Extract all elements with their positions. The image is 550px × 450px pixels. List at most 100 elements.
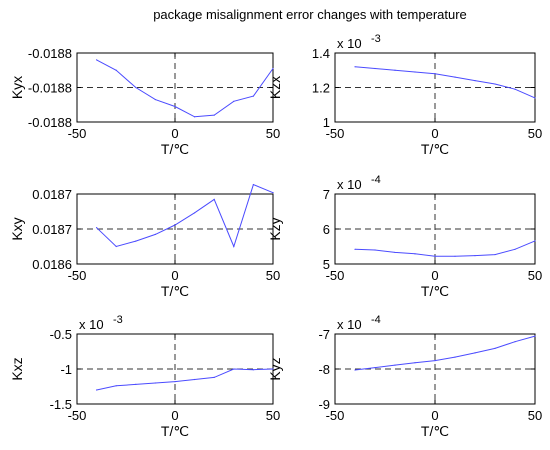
data-point [233,368,235,370]
axis-multiplier-exponent: -4 [371,174,381,186]
chart-panel-kyz: -50 0 50 -9 -8 -7 T/℃ Kyz x 10 -4 [267,314,542,439]
data-point [213,376,215,378]
data-point [115,385,117,387]
x-tick-label: -50 [68,268,87,283]
data-point [454,255,456,257]
data-point [252,369,254,371]
y-tick-label: -0.0188 [28,81,72,96]
series-line [96,59,274,118]
x-tick-label: 0 [171,126,178,141]
data-point [374,67,376,70]
data-point [194,212,196,214]
y-axis-label: Kxz [9,357,25,380]
data-point [354,248,356,250]
x-tick-label: 0 [431,268,438,283]
data-point [434,255,436,257]
data-point [474,255,476,257]
data-point [434,73,436,75]
data-point [534,97,536,99]
chart-panel-kzx: -50 0 50 1 1.2 1.4 T/℃ Kzx x 10 -3 [267,33,542,157]
data-point [154,382,156,384]
y-axis-label: Kyx [9,76,25,99]
data-point [213,198,215,200]
y-tick-label: 1.4 [312,46,330,61]
x-axis-label: T/℃ [161,141,189,157]
data-point [135,383,137,385]
chart-panel-kzy: -50 0 50 5 6 7 T/℃ Kzy x 10 -4 [267,174,542,299]
x-tick-label: 50 [266,408,280,423]
data-point [494,83,496,85]
data-point [534,240,536,242]
x-tick-label: 0 [171,268,178,283]
series-line [96,183,274,248]
data-point [394,69,396,71]
data-point [135,86,137,89]
data-point [514,88,516,90]
data-point [414,362,416,364]
x-tick-label: -50 [326,268,345,283]
data-point [194,116,196,118]
y-tick-label: 0.0187 [32,222,72,237]
y-tick-label: 1.2 [312,81,330,96]
series-line [96,368,274,391]
data-point [454,356,456,358]
x-tick-label: 0 [431,126,438,141]
y-tick-label: 6 [323,222,330,237]
y-tick-label: 5 [323,257,330,272]
data-point [494,253,496,256]
data-point [434,360,436,362]
data-point [96,389,98,391]
y-axis-label: Kxy [9,217,25,240]
x-tick-label: 0 [171,408,178,423]
data-point [194,378,196,381]
y-tick-label: 0.0187 [32,187,72,202]
y-tick-label: -1 [60,362,72,377]
x-tick-label: -50 [326,408,345,423]
chart-panel-kxz: -50 0 50 -1.5 -1 -0.5 T/℃ Kxz x 10 -3 [9,314,280,439]
y-tick-label: 7 [323,187,330,202]
y-axis-label: Kzx [267,76,283,99]
data-point [252,183,254,186]
y-tick-label: -1.5 [50,397,72,412]
x-axis-label: T/℃ [161,423,189,439]
data-point [272,67,274,70]
axis-multiplier: x 10 [79,317,104,332]
x-tick-label: 50 [528,268,542,283]
data-point [213,114,215,116]
y-tick-label: 0.0186 [32,257,72,272]
data-point [394,364,396,366]
y-axis-label: Kyz [267,357,283,380]
data-point [414,71,416,73]
y-tick-label: -0.5 [50,327,72,342]
y-axis-label: Kzy [267,217,283,240]
x-tick-label: 50 [528,126,542,141]
data-point [354,66,356,68]
y-tick-label: -0.0188 [28,115,72,130]
data-point [272,368,274,370]
data-point [174,224,176,226]
data-point [252,95,254,97]
data-point [474,352,476,354]
x-tick-label: 50 [266,268,280,283]
data-point [374,367,376,369]
data-point [534,335,536,337]
y-tick-label: -9 [318,397,330,412]
data-point [414,253,416,255]
x-tick-label: 0 [431,408,438,423]
x-tick-label: 50 [528,408,542,423]
data-point [233,100,235,102]
x-axis-label: T/℃ [421,283,449,299]
axis-multiplier: x 10 [337,177,362,192]
data-point [96,227,98,229]
data-point [514,248,516,250]
data-point [514,341,516,343]
y-tick-label: -0.0188 [28,46,72,61]
axis-multiplier-exponent: -3 [371,33,381,45]
data-point [154,98,156,101]
data-point [135,240,137,242]
chart-panel-kxy: -50 0 50 0.0186 0.0187 0.0187 T/℃ Kxy [9,183,280,299]
data-point [115,245,117,248]
y-tick-label: -7 [318,327,330,342]
